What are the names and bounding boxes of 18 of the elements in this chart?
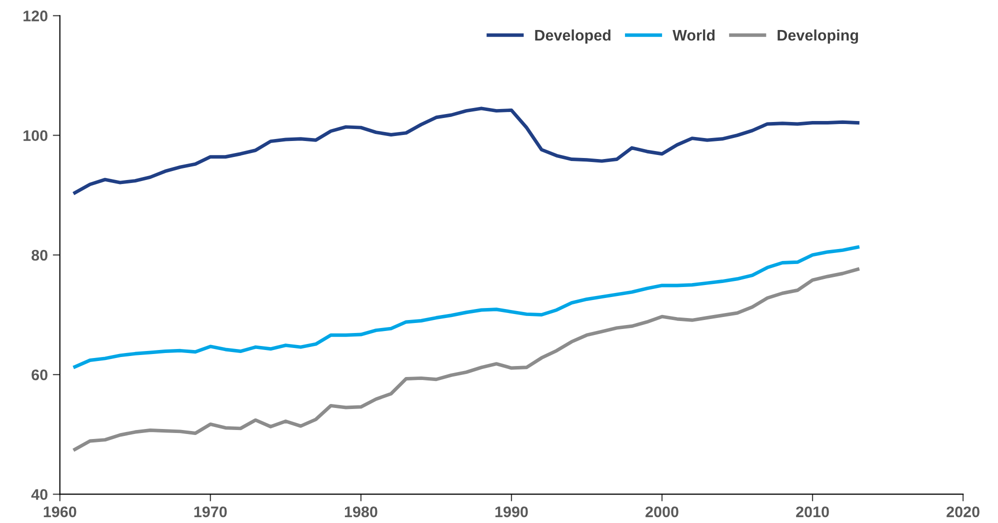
x-tick-label: 1960 — [44, 506, 76, 518]
y-tick-label: 120 — [24, 10, 48, 22]
x-tick-label: 1980 — [344, 506, 378, 518]
y-tick-label: 100 — [24, 130, 48, 142]
legend-label: Developed — [535, 29, 610, 44]
x-tick-label: 2000 — [646, 506, 678, 518]
y-tick-label: 80 — [32, 250, 48, 261]
legend-label: World — [672, 29, 715, 41]
line-series — [73, 106, 860, 194]
line-series — [73, 245, 860, 369]
x-tick-label: 1970 — [194, 506, 227, 518]
x-tick-label: 2010 — [796, 506, 829, 518]
x-tick-label: 2020 — [946, 506, 980, 518]
y-tick-label: 60 — [32, 369, 48, 380]
y-tick-label: 40 — [31, 489, 48, 500]
line-series — [73, 268, 860, 452]
x-tick-label: 1990 — [495, 506, 528, 518]
legend-label: Developing — [778, 29, 858, 44]
